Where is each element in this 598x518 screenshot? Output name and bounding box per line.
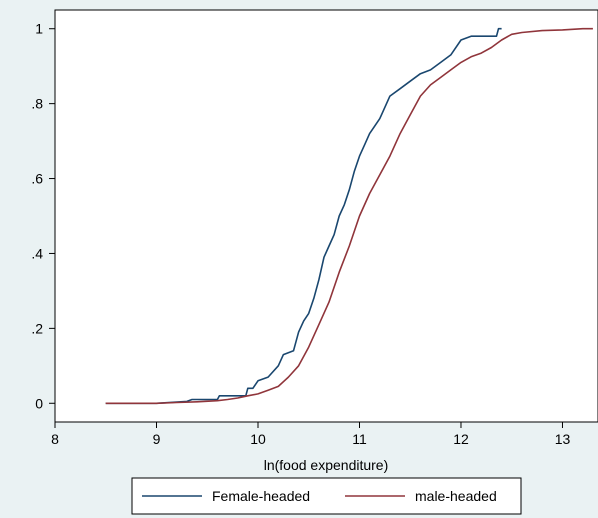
x-tick-label: 10	[250, 431, 266, 447]
y-tick-label: .2	[31, 320, 43, 336]
x-tick-label: 11	[352, 431, 367, 447]
x-tick-label: 13	[555, 431, 571, 447]
plot-area	[54, 9, 598, 423]
legend: Female-headed male-headed	[131, 477, 522, 515]
x-axis-title: ln(food expenditure)	[264, 457, 389, 473]
y-tick-label: .6	[31, 171, 43, 187]
y-tick-label: .4	[31, 245, 43, 261]
legend-label: Female-headed	[212, 488, 310, 504]
y-tick-label: 1	[35, 21, 43, 37]
x-axis: 8 9 10 11 12 13	[51, 422, 570, 447]
y-tick-label: .8	[31, 96, 43, 112]
y-axis: 0 .2 .4 .6 .8 1	[31, 21, 55, 411]
legend-label: male-headed	[415, 488, 497, 504]
x-tick-label: 9	[153, 431, 161, 447]
y-tick-label: 0	[35, 395, 43, 411]
series-line-male-headed	[105, 27, 593, 405]
x-tick-label: 8	[51, 431, 59, 447]
x-tick-label: 12	[453, 431, 469, 447]
series-layer	[105, 27, 593, 405]
